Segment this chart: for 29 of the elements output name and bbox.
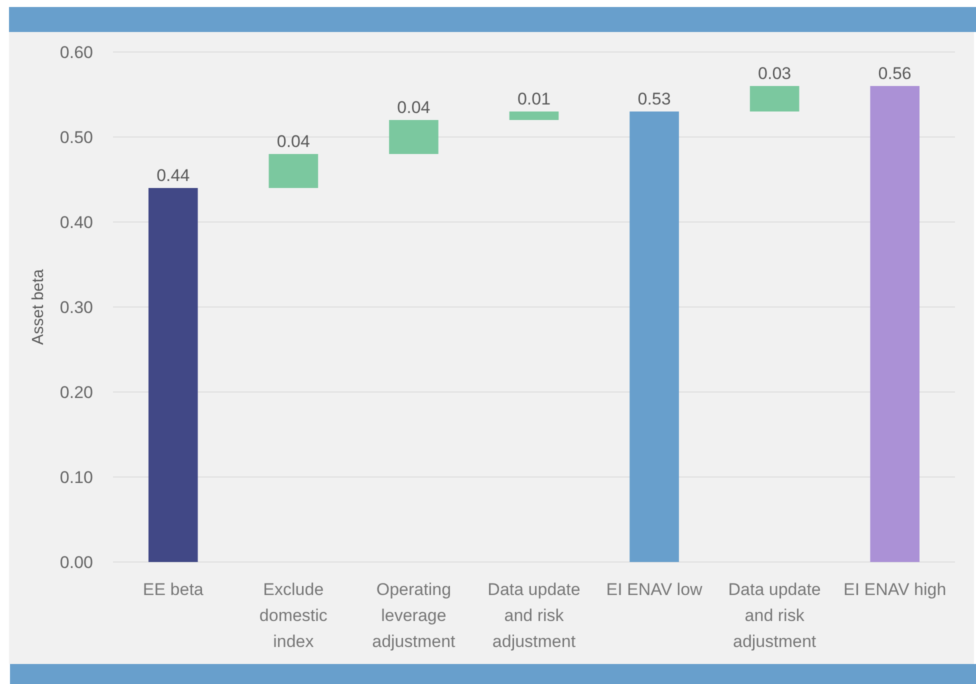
y-tick-label: 0.40 [60,212,93,232]
x-tick-label: Data update and risk adjustment [488,580,580,651]
x-tick-label: Exclude domestic index [259,580,328,651]
data-label: 0.56 [878,64,912,83]
bar [509,112,559,120]
bar [750,86,800,112]
data-label: 0.53 [638,90,671,108]
data-label: 0.03 [758,64,792,83]
bar [148,188,198,562]
y-tick-label: 0.60 [60,42,93,62]
y-tick-label: 0.10 [60,468,93,486]
y-tick-label: 0.00 [60,552,93,572]
x-tick-label: EI ENAV high [844,580,946,599]
bar [389,120,438,154]
data-label: 0.04 [397,98,430,117]
x-tick-label: Operating leverage adjustment [372,580,456,651]
bar [870,86,920,562]
y-tick-label: 0.20 [60,382,93,402]
y-tick-label: 0.50 [60,128,93,146]
bar [268,154,318,188]
x-tick-label: Data update and risk adjustment [728,580,821,651]
y-tick-label: 0.30 [60,298,93,316]
data-label: 0.01 [517,90,551,108]
bar [630,112,679,562]
x-tick-label: EI ENAV low [606,580,704,599]
x-tick-label: EE beta [142,580,204,599]
data-label: 0.04 [276,132,310,151]
data-label: 0.44 [156,166,190,185]
y-axis-title: Asset beta [30,269,46,345]
